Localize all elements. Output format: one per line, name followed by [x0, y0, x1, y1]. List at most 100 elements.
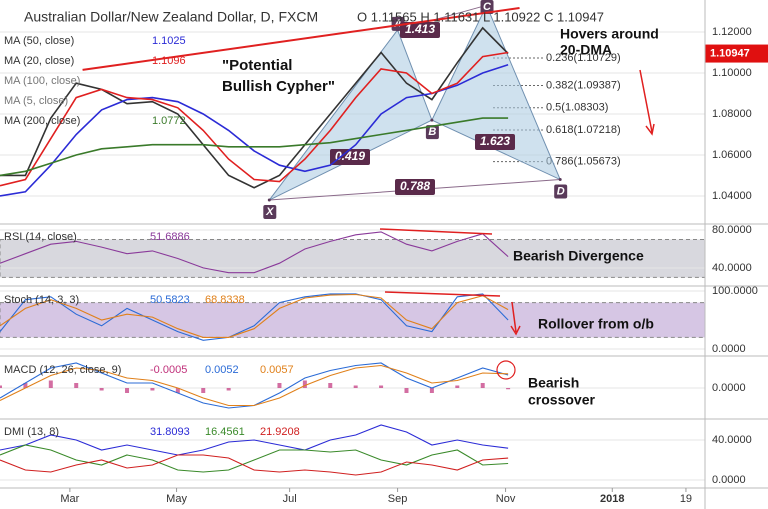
point-badge	[480, 0, 494, 14]
x-tick-label: Mar	[60, 493, 79, 505]
annotation: Bearish	[528, 375, 579, 391]
histogram-bar	[506, 388, 511, 390]
pattern-point	[558, 178, 562, 182]
series-line	[0, 454, 509, 476]
y-tick-label: 1.04000	[712, 190, 752, 202]
legend-value: 1.1025	[152, 35, 186, 47]
annotation: Bullish Cypher"	[222, 78, 335, 95]
y-tick-label: 80.0000	[712, 224, 752, 236]
legend-name: MA (20, close)	[4, 55, 74, 67]
fib-label: 0.5(1.08303)	[546, 102, 608, 114]
histogram-bar	[125, 388, 130, 393]
histogram-bar	[429, 388, 434, 393]
annotation: Rollover from o/b	[538, 316, 654, 332]
series-line	[0, 293, 509, 341]
panel-reading: 51.6886	[150, 231, 190, 243]
pattern-point	[430, 118, 434, 122]
series-line	[0, 51, 509, 187]
fib-label: 0.382(1.09387)	[546, 79, 621, 91]
trendline	[82, 7, 520, 71]
series-line	[0, 231, 509, 274]
point-label: C	[483, 1, 492, 13]
divergence-line	[384, 291, 501, 297]
price-badge	[705, 44, 768, 63]
ratio-badge	[395, 179, 435, 195]
panel-label: RSI (14, close)	[4, 231, 77, 243]
legend-name: MA (200, close)	[4, 115, 80, 127]
y-tick-label: 100.0000	[712, 285, 758, 297]
annotation: "Potential	[222, 57, 292, 74]
panel-label: Stoch (14, 3, 3)	[4, 294, 79, 306]
pattern-point	[267, 198, 271, 202]
arrow	[510, 301, 521, 336]
y-tick-label: 0.0000	[712, 474, 746, 486]
ratio-label: 0.419	[335, 149, 365, 163]
point-label: X	[265, 206, 274, 218]
annotation: 20-DMA	[560, 42, 612, 58]
point-badge	[425, 125, 439, 140]
panel-reading: 21.9208	[260, 426, 300, 438]
ratio-badge	[330, 149, 370, 165]
point-badge	[554, 184, 568, 199]
series-line	[0, 293, 509, 338]
point-label: B	[428, 126, 436, 138]
x-tick-label: May	[166, 493, 187, 505]
y-tick-label: 40.0000	[712, 262, 752, 274]
panel-reading: 68.8338	[205, 294, 245, 306]
histogram-bar	[23, 383, 28, 388]
ratio-badge	[475, 134, 515, 150]
histogram-bar	[48, 380, 53, 388]
indicator-band	[0, 239, 706, 278]
histogram-bar	[302, 380, 307, 388]
x-tick-label: Nov	[496, 493, 516, 505]
histogram-bar	[379, 385, 384, 388]
panel-label: MACD (12, 26, close, 9)	[4, 364, 121, 376]
fib-label: 0.786(1.05673)	[546, 156, 621, 168]
y-tick-label: 1.12000	[712, 26, 752, 38]
series-line	[0, 444, 509, 473]
x-tick-label: 19	[680, 493, 692, 505]
panel-reading: -0.0005	[150, 364, 187, 376]
highlight-circle	[496, 360, 516, 380]
y-tick-label: 1.06000	[712, 149, 752, 161]
chart-title: Australian Dollar/New Zealand Dollar, D,…	[24, 9, 318, 25]
y-tick-label: 1.08000	[712, 108, 752, 120]
histogram-bar	[480, 383, 485, 388]
series-line	[0, 364, 509, 407]
histogram-bar	[328, 383, 333, 388]
series-line	[0, 117, 509, 177]
x-tick-label: Sep	[388, 493, 408, 505]
x-tick-label: 2018	[600, 493, 624, 505]
panel-reading: 0.0052	[205, 364, 239, 376]
annotation: Bearish Divergence	[513, 248, 644, 264]
histogram-bar	[404, 388, 409, 393]
ohlc: O 1.11565 H 1.11631 L 1.10922 C 1.10947	[357, 9, 604, 24]
legend-name: MA (5, close)	[4, 95, 68, 107]
legend-value: 1.0772	[152, 115, 186, 127]
histogram-bar	[74, 383, 79, 388]
y-tick-label: 1.10000	[712, 67, 752, 79]
histogram-bar	[175, 388, 180, 393]
annotation: Hovers around	[560, 26, 659, 42]
point-label: A	[393, 18, 402, 30]
histogram-bar	[226, 388, 231, 391]
y-tick-label: 40.0000	[712, 434, 752, 446]
y-tick-label: 0.0000	[712, 382, 746, 394]
histogram-bar	[353, 385, 358, 388]
histogram-bar	[277, 383, 282, 388]
ratio-badge	[400, 22, 440, 38]
panel-label: DMI (13, 8)	[4, 426, 59, 438]
histogram-bar	[455, 385, 460, 388]
point-badge	[263, 205, 277, 220]
x-tick-label: Jul	[283, 493, 297, 505]
ratio-label: 1.413	[405, 22, 435, 36]
series-line	[0, 424, 509, 456]
ratio-label: 0.788	[400, 179, 430, 193]
fib-label: 0.618(1.07218)	[546, 124, 621, 136]
legend-name: MA (100, close)	[4, 75, 80, 87]
point-label: D	[557, 185, 565, 197]
panel-reading: 50.5823	[150, 294, 190, 306]
panel-reading: 0.0057	[260, 364, 294, 376]
annotation: crossover	[528, 392, 595, 408]
